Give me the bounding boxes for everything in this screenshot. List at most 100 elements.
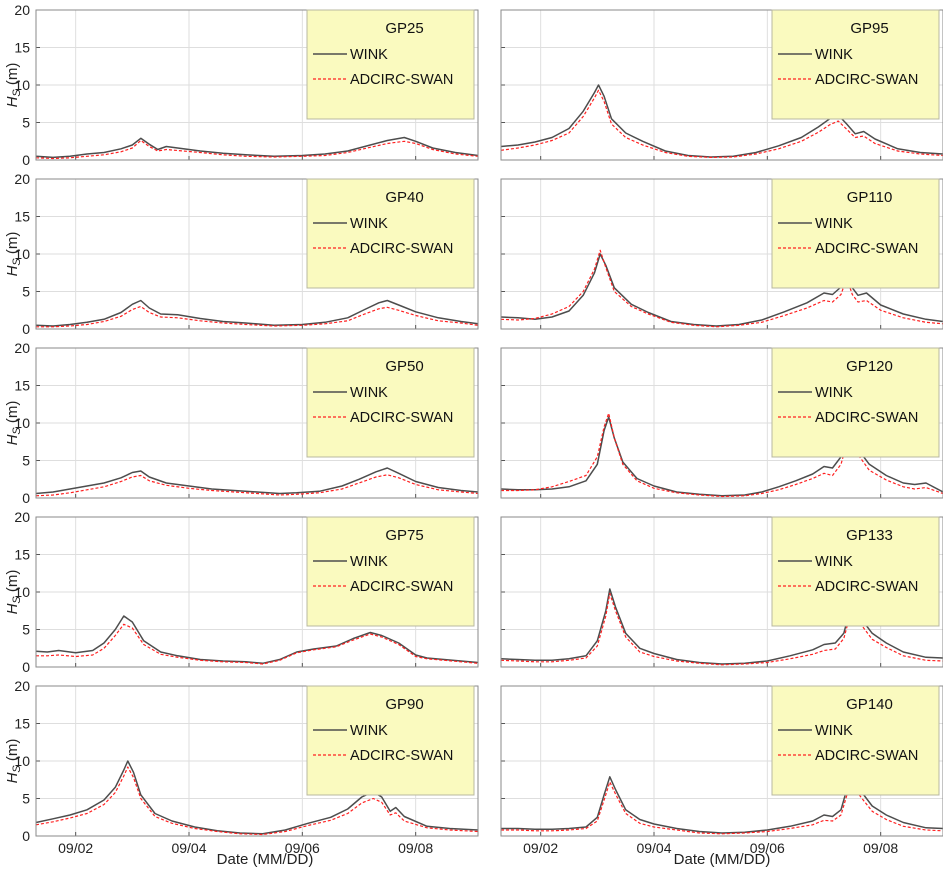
panel-gp110-series-adcirc-swan-line (500, 249, 943, 328)
y-tick-label: 0 (22, 152, 30, 168)
legend-entry-adcirc-swan: ADCIRC-SWAN (815, 410, 918, 426)
panel-gp120: GP120 WINK ADCIRC-SWAN (500, 347, 943, 499)
panel-gp40-series-adcirc-swan-line (36, 305, 479, 328)
y-tick-label: 20 (14, 678, 30, 694)
legend-entry-adcirc-swan: ADCIRC-SWAN (350, 748, 453, 764)
panel-gp133-frame (500, 516, 943, 668)
panel-gp40-series-wink-line (35, 299, 479, 327)
panel-gp25-series-wink-line (35, 136, 479, 159)
panel-gp90-legend: GP90 WINK ADCIRC-SWAN (306, 685, 475, 796)
y-axis-label: HS (m) (4, 63, 23, 108)
y-axis-label-symbol: H (4, 434, 21, 445)
legend-entry-wink: WINK (815, 216, 853, 232)
legend-title: GP95 (850, 20, 888, 37)
y-tick-label: 15 (14, 209, 30, 225)
y-tick-label: 0 (22, 490, 30, 506)
x-tick-label: 09/06 (285, 840, 320, 856)
panel-gp50-frame (35, 347, 479, 499)
y-tick-label: 5 (22, 791, 30, 807)
y-tick-label: 10 (14, 77, 30, 93)
legend-entry-wink: WINK (815, 47, 853, 63)
legend-entry-wink: WINK (350, 47, 388, 63)
x-tick-label: 09/02 (58, 840, 93, 856)
legend-title: GP133 (846, 527, 893, 544)
panel-gp75-series-adcirc-swan-line (36, 623, 479, 665)
y-tick-label: 20 (14, 2, 30, 18)
legend-entry-wink: WINK (815, 554, 853, 570)
panel-gp75-frame (35, 516, 479, 668)
legend-entry-wink: WINK (815, 385, 853, 401)
y-axis-label-symbol: H (4, 772, 21, 783)
y-axis-label-subscript: S (11, 765, 23, 773)
y-tick-label: 5 (22, 284, 30, 300)
y-tick-label: 15 (14, 547, 30, 563)
y-tick-label: 10 (14, 753, 30, 769)
panel-gp95: GP95 WINK ADCIRC-SWAN (500, 9, 943, 161)
legend-entry-adcirc-swan: ADCIRC-SWAN (815, 241, 918, 257)
panel-gp140-legend-box (771, 685, 940, 796)
x-tick-label: 09/02 (523, 840, 558, 856)
panel-gp110-legend-box (771, 178, 940, 289)
y-tick-label: 15 (14, 40, 30, 56)
y-tick-label: 10 (14, 246, 30, 262)
panel-gp140: 09/02 09/04 09/06 09/08 GP140 WINK ADCIRC-SWAN (500, 685, 943, 856)
y-axis-label: HS (m) (4, 401, 23, 446)
panel-gp50-legend: GP50 WINK ADCIRC-SWAN (306, 347, 475, 458)
legend-entry-adcirc-swan: ADCIRC-SWAN (815, 579, 918, 595)
panel-gp133-series-adcirc-swan-line (500, 592, 943, 666)
y-axis-label-subscript: S (11, 258, 23, 266)
panel-gp75-series-wink-line (35, 615, 479, 665)
panel-gp90-frame (35, 685, 479, 837)
panel-gp75-legend: GP75 WINK ADCIRC-SWAN (306, 516, 475, 627)
y-tick-label: 0 (22, 828, 30, 844)
panel-gp133-legend-box (771, 516, 940, 627)
y-axis-label-symbol: H (4, 96, 21, 107)
x-tick-label: 09/08 (398, 840, 433, 856)
y-tick-label: 20 (14, 340, 30, 356)
legend-title: GP50 (385, 358, 423, 375)
y-axis-label: HS (m) (4, 570, 23, 615)
panel-gp75-legend-box (306, 516, 475, 627)
panel-gp25-series-adcirc-swan-line (35, 139, 479, 160)
panel-gp75: 0 5 10 15 20 GP75 WINK ADCIRC-SWAN HS (m) (4, 509, 479, 675)
panel-gp133-legend: GP133 WINK ADCIRC-SWAN (771, 516, 940, 627)
legend-entry-adcirc-swan: ADCIRC-SWAN (815, 72, 918, 88)
y-axis-label-unit: (m) (4, 63, 21, 90)
x-tick-label: 09/08 (863, 840, 898, 856)
legend-title: GP120 (846, 358, 893, 375)
panel-gp50-series-wink-line (35, 467, 479, 495)
panel-gp90: 0 5 10 15 20 09/02 09/04 09/06 09/08 GP90 WINK ADCI… (4, 678, 479, 856)
panel-gp50-legend-box (306, 347, 475, 458)
legend-entry-wink: WINK (815, 723, 853, 739)
panel-gp90-legend-box (306, 685, 475, 796)
legend-title: GP40 (385, 189, 423, 206)
legend-title: GP110 (847, 189, 893, 206)
y-axis-label-symbol: H (4, 265, 21, 276)
y-axis-label-unit: (m) (4, 401, 21, 428)
y-axis-label: HS (m) (4, 232, 23, 277)
y-tick-label: 15 (14, 716, 30, 732)
x-tick-label: 09/04 (171, 840, 206, 856)
y-tick-label: 5 (22, 453, 30, 469)
panel-gp40-legend: GP40 WINK ADCIRC-SWAN (306, 178, 475, 289)
y-tick-label: 5 (22, 622, 30, 638)
y-axis-label-symbol: H (4, 603, 21, 614)
panel-gp120-series-adcirc-swan-line (501, 412, 943, 498)
panel-gp25: 0 5 10 15 20 GP25 WINK ADCIRC-SWAN HS (m) (4, 2, 479, 168)
y-tick-label: 0 (22, 659, 30, 675)
panel-gp50-series-adcirc-swan-line (35, 474, 479, 497)
y-tick-label: 20 (14, 171, 30, 187)
x-axis-label-left: Date (MM/DD) (217, 851, 314, 868)
legend-entry-wink: WINK (350, 216, 388, 232)
panel-gp95-series-adcirc-swan-line (500, 89, 943, 158)
legend-title: GP140 (846, 696, 893, 713)
panel-gp40-frame (35, 178, 479, 330)
panel-gp40-legend-box (306, 178, 475, 289)
panel-gp110: GP110 WINK ADCIRC-SWAN (500, 178, 943, 330)
y-axis-label-subscript: S (11, 596, 23, 604)
y-axis-label-unit: (m) (4, 232, 21, 259)
panel-gp95-legend-box (771, 9, 940, 120)
y-tick-label: 15 (14, 378, 30, 394)
